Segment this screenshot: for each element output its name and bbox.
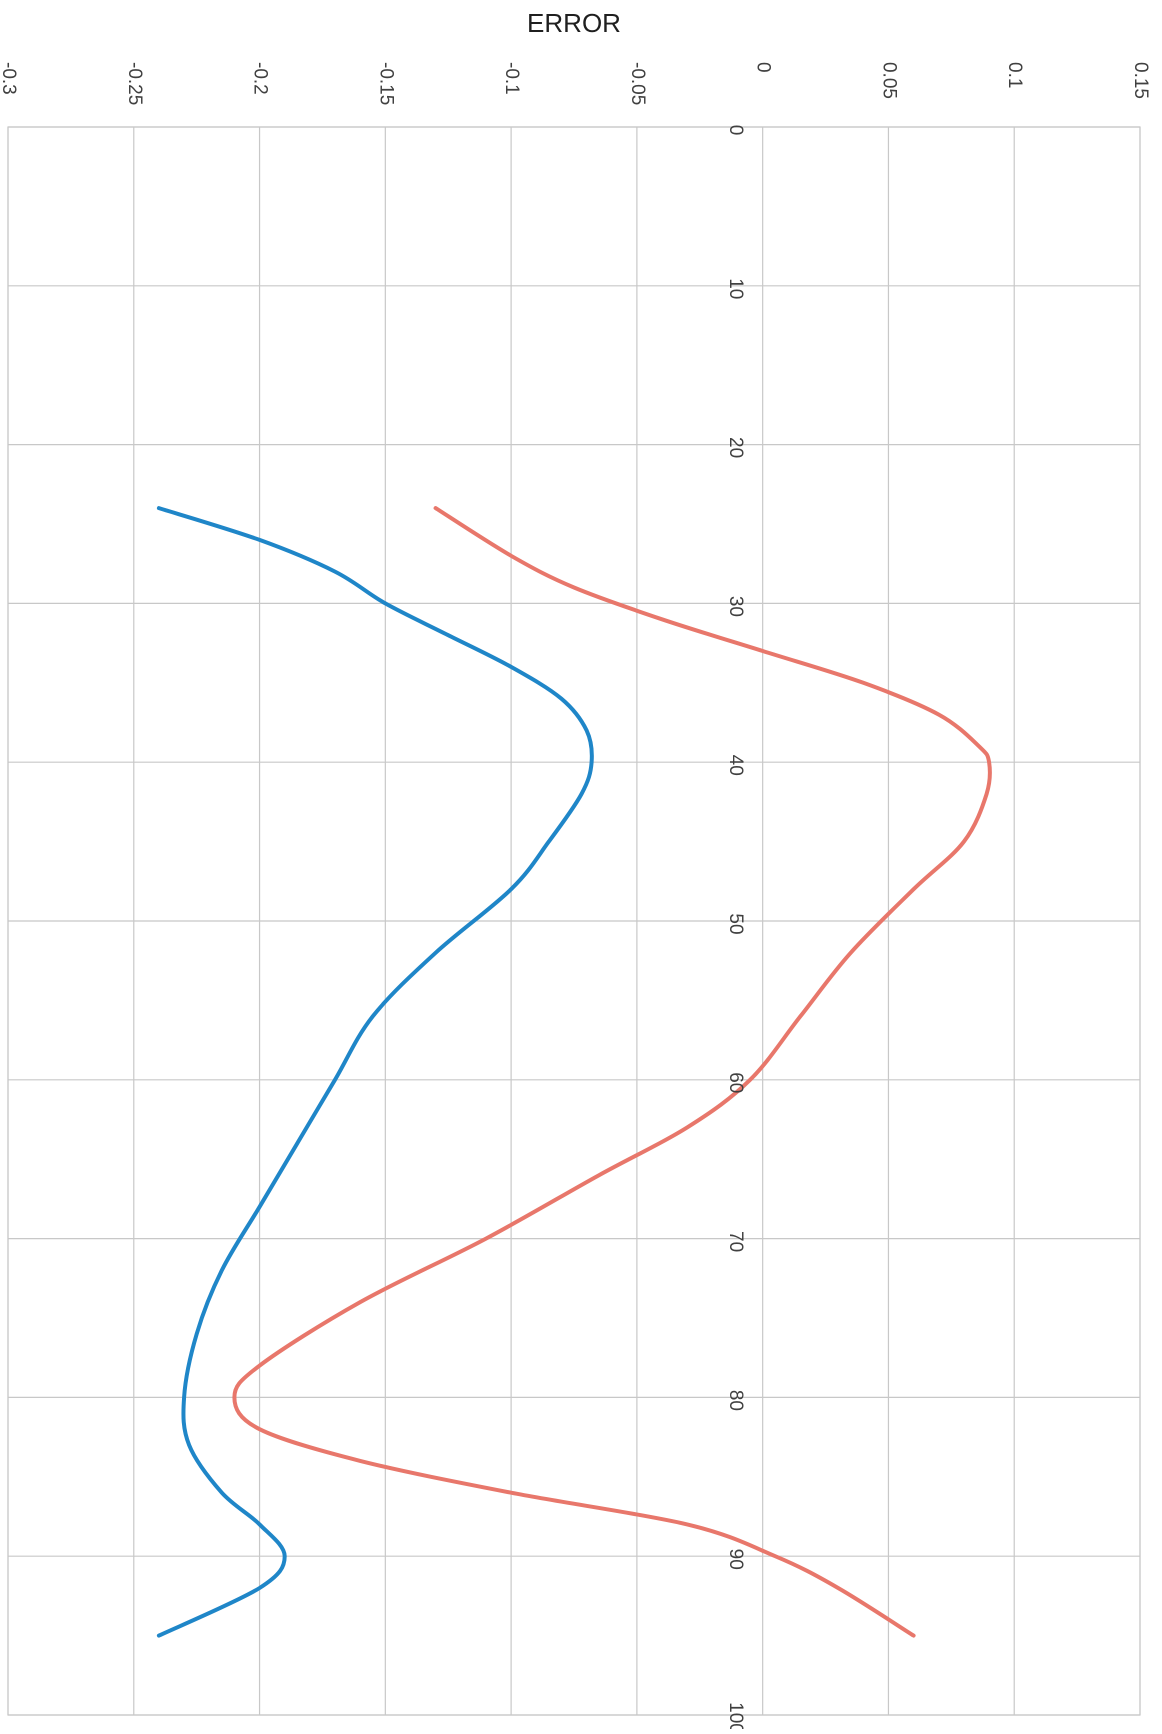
x-tick-label: 70 [725, 1231, 746, 1252]
value-tick-label: 0.1 [1004, 62, 1025, 88]
x-tick-label: 30 [725, 596, 746, 617]
x-tick-label: 0 [725, 125, 746, 136]
grid [7, 126, 1141, 1716]
x-tick-label: 40 [725, 755, 746, 776]
x-tick-label: 80 [725, 1390, 746, 1411]
value-tick-label: 0.05 [878, 62, 899, 99]
value-tick-label: 0.15 [1130, 62, 1151, 99]
tick-labels: -0.3 -0.25 -0.2 -0.15 -0.1 -0.05 0 0.05 0.1 0.15 0… [0, 62, 1151, 1734]
series-line-1 [232, 506, 992, 1638]
value-tick-label: -0.15 [375, 62, 396, 105]
x-tick-label: 50 [725, 913, 746, 934]
x-tick-label: 20 [725, 437, 746, 458]
value-tick-label: -0.3 [0, 62, 19, 95]
value-tick-label: -0.2 [250, 62, 271, 95]
x-tick-label: 10 [725, 278, 746, 299]
value-tick-label: -0.25 [124, 62, 145, 105]
series-layer [156, 506, 992, 1638]
x-tick-label: 100 [725, 1702, 746, 1729]
chart-title: ERROR [527, 8, 621, 38]
value-tick-label: -0.05 [627, 62, 648, 105]
series-line-2 [156, 506, 594, 1638]
x-tick-label: 90 [725, 1549, 746, 1570]
value-tick-label: 0 [753, 62, 774, 73]
x-tick-label: 60 [725, 1072, 746, 1093]
value-tick-label: -0.1 [501, 62, 522, 95]
